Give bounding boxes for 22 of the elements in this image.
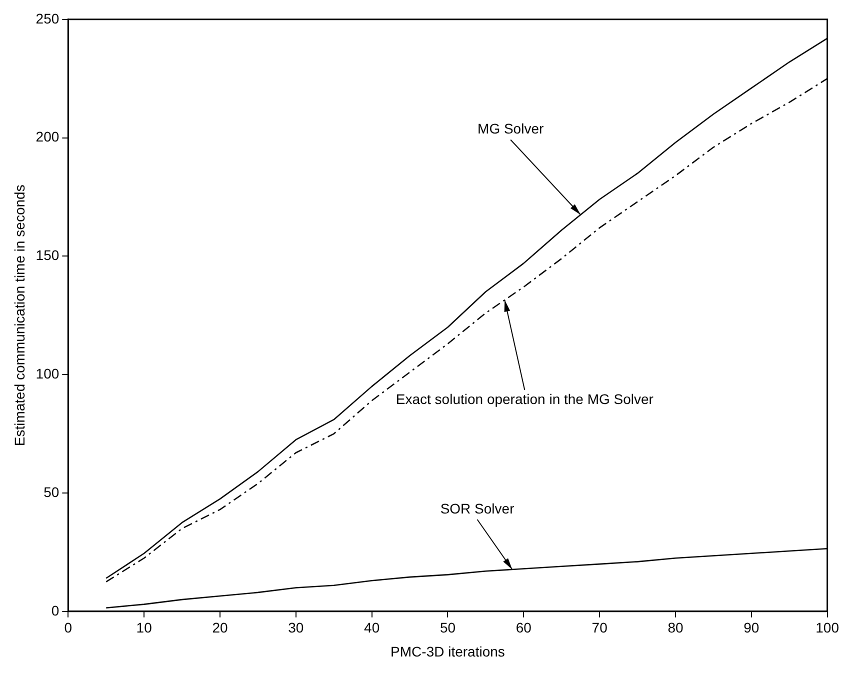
x-tick-label: 60 — [516, 620, 532, 636]
x-tick-label: 80 — [668, 620, 684, 636]
y-tick-label: 150 — [36, 247, 60, 264]
annotation: SOR Solver — [440, 500, 515, 516]
x-tick-label: 30 — [288, 620, 304, 636]
x-tick-label: 50 — [440, 620, 456, 636]
y-tick-label: 100 — [36, 365, 60, 382]
x-tick-label: 70 — [592, 620, 608, 636]
y-tick-label: 50 — [44, 484, 60, 500]
x-tick-label: 90 — [744, 620, 760, 636]
annotation: MG Solver — [478, 120, 544, 137]
x-tick-label: 0 — [64, 620, 72, 636]
y-tick-label: 200 — [36, 128, 60, 145]
y-tick-label: 0 — [51, 602, 60, 618]
x-tick-label: 20 — [212, 620, 228, 636]
x-tick-label: 40 — [364, 620, 380, 636]
annotation: Exact solution operation in the MG Solver — [396, 390, 654, 407]
y-tick-label: 250 — [36, 10, 60, 26]
x-axis-title: PMC-3D iterations — [390, 643, 505, 660]
x-tick-label: 10 — [136, 620, 152, 636]
y-axis-title: Estimated communication time in seconds — [11, 184, 28, 446]
x-tick-label: 100 — [816, 620, 840, 636]
